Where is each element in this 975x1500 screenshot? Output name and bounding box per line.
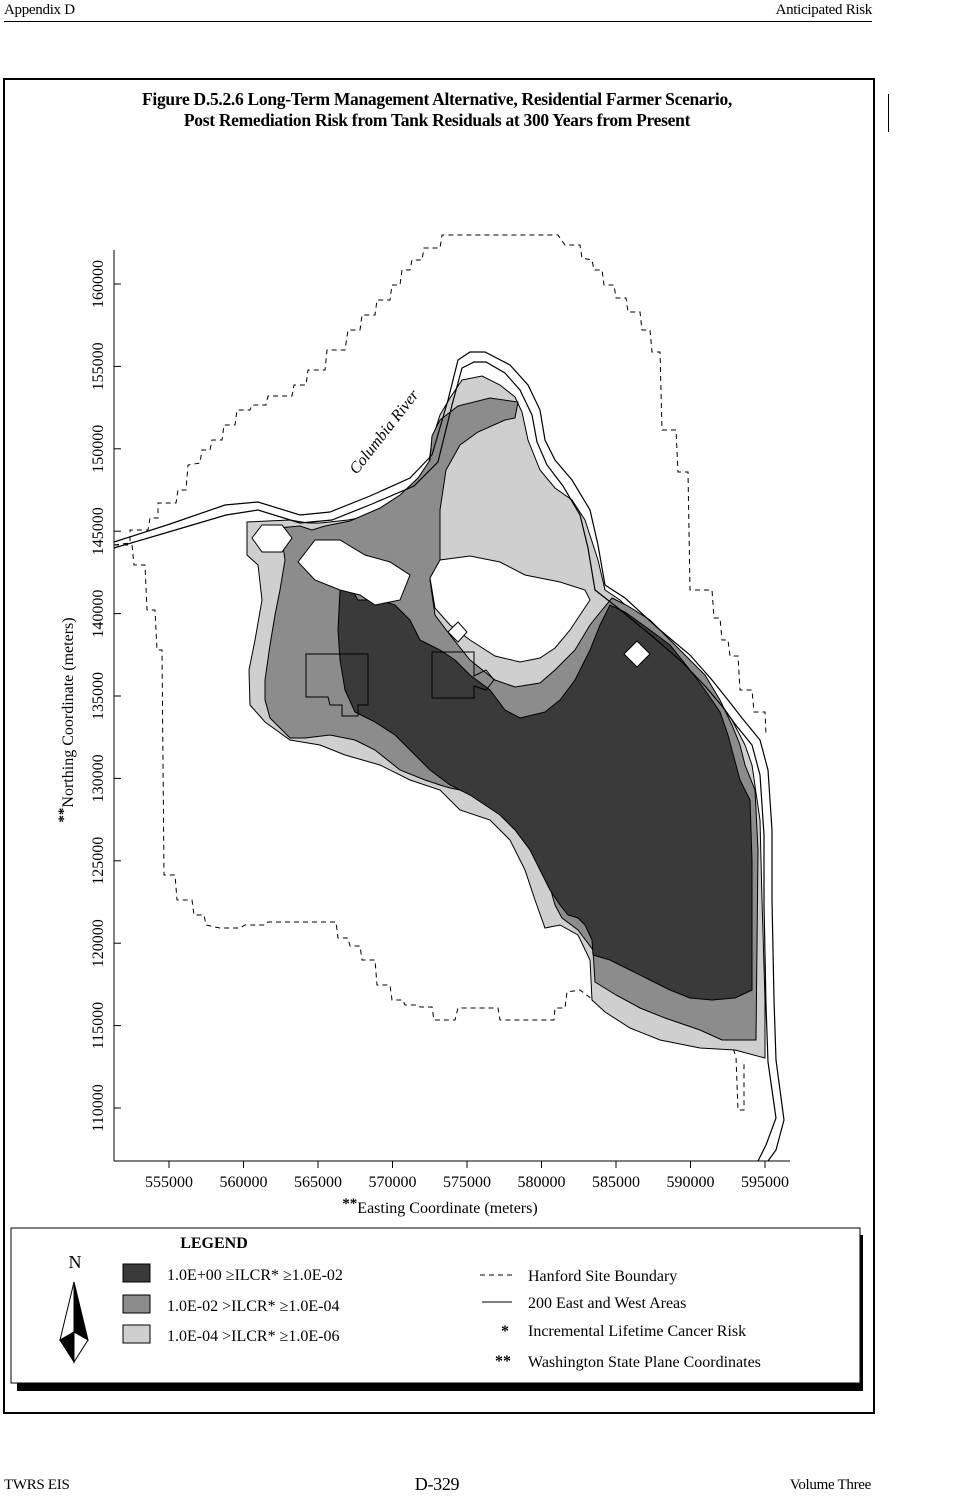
unaffected-area-small (447, 621, 468, 643)
footer-volume: Volume Three (789, 1477, 872, 1493)
legend-label-high: 1.0E+00 ≥ILCR* ≥1.0E-02 (167, 1267, 343, 1284)
x-tick-label: 565000 (294, 1174, 342, 1191)
river-label: Columbia River (346, 386, 423, 477)
x-axis-title-text: Easting Coordinate (meters) (357, 1200, 537, 1217)
unaffected-areas (251, 524, 651, 668)
unaffected-area-east (623, 640, 651, 668)
legend-box (10, 1227, 861, 1384)
y-tick-label: 160000 (90, 260, 107, 308)
legend-label-low: 1.0E-04 >ILCR* ≥1.0E-06 (167, 1328, 339, 1345)
y-tick-label: 145000 (90, 507, 107, 555)
y-axis-title-text: Northing Coordinate (meters) (60, 617, 77, 807)
y-axis-title-prefix: ** (56, 808, 72, 823)
x-tick-label: 575000 (443, 1174, 491, 1191)
x-tick-label: 555000 (145, 1174, 193, 1191)
x-tick-label: 560000 (220, 1174, 268, 1191)
legend-double-asterisk: ** (495, 1353, 511, 1370)
200-areas-outlines (305, 651, 495, 717)
figure-title-line2: Post Remediation Risk from Tank Residual… (183, 110, 691, 130)
y-tick-label: 125000 (90, 837, 107, 885)
hanford-site-boundary (113, 234, 767, 1111)
legend: LEGEND N 1.0E+00 ≥ILCR* ≥1.0E-02 1.0E-02… (10, 1227, 863, 1391)
header-section: Anticipated Risk (775, 2, 873, 18)
header-appendix: Appendix D (4, 2, 75, 18)
y-tick-label: 140000 (90, 590, 107, 638)
y-tick-label: 150000 (90, 425, 107, 473)
x-axis-title: **Easting Coordinate (meters) (342, 1196, 537, 1217)
figure-title-line1: Figure D.5.2.6 Long-Term Management Alte… (142, 89, 732, 109)
legend-swatch-medium (122, 1294, 151, 1314)
x-tick-label: 585000 (592, 1174, 640, 1191)
x-tick-label: 580000 (518, 1174, 566, 1191)
river-bank-south (113, 361, 777, 1162)
x-ticks: 555000 560000 565000 570000 575000 580000 5850… (145, 1161, 789, 1191)
y-ticks: 110000 115000 120000 125000 130000 135000 1400… (90, 260, 121, 1132)
200-east-area (431, 651, 495, 699)
revision-bar (888, 94, 889, 132)
unaffected-area-nw (251, 524, 293, 553)
y-tick-label: 135000 (90, 672, 107, 720)
legend-asterisk: * (501, 1323, 509, 1340)
figure-title: Figure D.5.2.6 Long-Term Management Alte… (0, 89, 874, 131)
footer-document: TWRS EIS (4, 1477, 70, 1493)
legend-title: LEGEND (180, 1235, 248, 1252)
y-tick-label: 130000 (90, 754, 107, 802)
y-tick-label: 115000 (90, 1002, 107, 1049)
y-tick-label: 120000 (90, 919, 107, 967)
200-west-area (305, 653, 369, 717)
figure-frame (3, 78, 875, 1414)
x-tick-label: 570000 (369, 1174, 417, 1191)
legend-swatch-low (122, 1324, 151, 1344)
columbia-river (113, 351, 785, 1162)
x-axis-title-prefix: ** (342, 1196, 357, 1212)
legend-swatch-high (122, 1263, 151, 1283)
river-bank-north (113, 351, 785, 1162)
header-rule (4, 21, 872, 22)
unaffected-area-200west (297, 539, 411, 606)
y-tick-label: 110000 (90, 1084, 107, 1131)
footer-page-number: D-329 (414, 1474, 460, 1494)
x-tick-label: 595000 (741, 1174, 789, 1191)
y-tick-label: 155000 (90, 342, 107, 390)
legend-label-medium: 1.0E-02 >ILCR* ≥1.0E-04 (167, 1298, 339, 1315)
legend-site-boundary: Hanford Site Boundary (528, 1268, 677, 1285)
risk-zone-high (337, 589, 753, 1001)
x-tick-label: 590000 (667, 1174, 715, 1191)
plot-axes (113, 250, 790, 1162)
legend-200-areas: 200 East and West Areas (528, 1295, 686, 1312)
north-arrow-icon (59, 1281, 89, 1364)
y-axis-title: **Northing Coordinate (meters) (56, 617, 77, 822)
legend-state-plane: Washington State Plane Coordinates (528, 1354, 761, 1371)
legend-ilcr: Incremental Lifetime Cancer Risk (528, 1323, 746, 1340)
north-label: N (69, 1252, 82, 1272)
